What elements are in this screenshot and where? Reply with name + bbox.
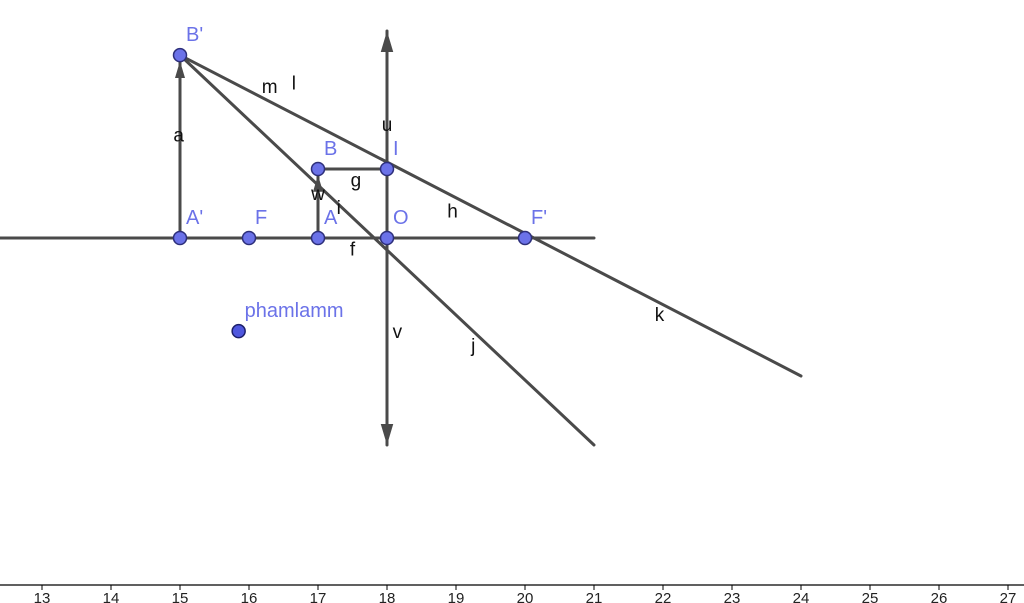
- x-tick-label-13: 13: [34, 590, 51, 603]
- segment-label-i: i: [337, 198, 341, 219]
- x-tick-label-16: 16: [241, 590, 258, 603]
- segment-labels: m l a u g wi h f k v j: [173, 74, 664, 357]
- segment-ray-j[interactable]: [178, 53, 596, 447]
- point-Bp[interactable]: [172, 47, 188, 63]
- x-tick-label-23: 23: [724, 590, 741, 603]
- point-label-I: I: [393, 138, 399, 160]
- segment-ray-k[interactable]: [178, 53, 803, 378]
- point-label-A: A: [324, 207, 338, 229]
- point-label-F: F: [255, 207, 267, 229]
- segment-label-k: k: [655, 305, 665, 326]
- x-tick-label-20: 20: [517, 590, 534, 603]
- lens-top-arrowhead: [380, 31, 394, 52]
- vector-w-arrowhead: [313, 175, 323, 192]
- segment-label-v: v: [393, 322, 403, 343]
- point-B[interactable]: [310, 161, 326, 177]
- point-Ap[interactable]: [172, 230, 188, 246]
- point-P[interactable]: [231, 323, 246, 339]
- x-tick-label-14: 14: [103, 590, 120, 603]
- point-label-Fp: F': [531, 207, 547, 229]
- point-label-O: O: [393, 207, 409, 229]
- diagram-lines: [0, 29, 803, 447]
- x-axis: 13 14 15 16 17 18 19 20 21 22 23 24 25 26 27: [0, 584, 1024, 603]
- lens-bottom-arrowhead: [380, 424, 394, 445]
- segment-label-a: a: [173, 125, 184, 146]
- segment-label-j: j: [470, 336, 475, 357]
- point-I[interactable]: [379, 161, 395, 177]
- x-tick-label-17: 17: [310, 590, 327, 603]
- point-label-Ap: A': [186, 207, 203, 229]
- segment-label-g: g: [351, 170, 362, 191]
- segment-label-h: h: [447, 201, 458, 222]
- point-Fp[interactable]: [517, 230, 533, 246]
- x-tick-label-25: 25: [862, 590, 879, 603]
- segment-label-l: l: [292, 74, 296, 95]
- x-tick-label-15: 15: [172, 590, 189, 603]
- point-F[interactable]: [241, 230, 257, 246]
- segment-label-u: u: [382, 115, 393, 136]
- x-tick-label-24: 24: [793, 590, 810, 603]
- x-tick-label-19: 19: [448, 590, 465, 603]
- x-tick-label-26: 26: [931, 590, 948, 603]
- point-label-B: B: [324, 138, 337, 160]
- x-tick-label-22: 22: [655, 590, 672, 603]
- x-tick-label-27: 27: [1000, 590, 1017, 603]
- x-tick-label-21: 21: [586, 590, 603, 603]
- point-O[interactable]: [379, 230, 395, 246]
- segment-label-f: f: [350, 239, 356, 260]
- point-label-P: phamlamm: [245, 300, 344, 322]
- vector-a-arrowhead: [175, 61, 185, 78]
- point-A[interactable]: [310, 230, 326, 246]
- segment-label-m: m: [262, 77, 278, 98]
- x-tick-label-18: 18: [379, 590, 396, 603]
- diagram-arrows: [175, 31, 394, 445]
- segment-label-w: w: [310, 184, 325, 205]
- diagram-points: B' B I A' F A O F' phamlamm: [172, 24, 547, 339]
- point-label-Bp: B': [186, 24, 203, 46]
